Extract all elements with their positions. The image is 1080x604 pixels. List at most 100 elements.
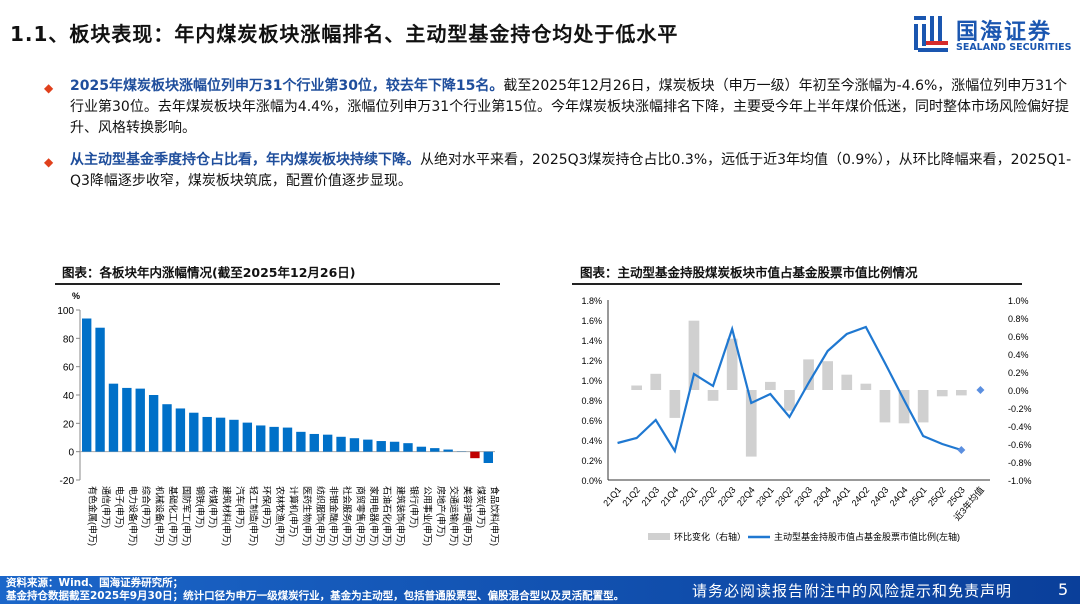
- x-tick-label: 基础化工(申万): [168, 486, 179, 546]
- y-right-tick-label: -1.0%: [1008, 476, 1032, 486]
- x-tick-label: 社会服务(申万): [342, 486, 353, 546]
- y-tick-label: 20: [63, 419, 75, 430]
- x-tick-label: 22Q3: [716, 485, 738, 508]
- x-tick-label: 电子(申万): [114, 486, 125, 528]
- y-tick-label: 40: [63, 391, 75, 402]
- bar: [784, 390, 795, 411]
- bullet-2: ◆ 从主动型基金季度持仓占比看，年内煤炭板块持续下降。从绝对水平来看，2025Q…: [44, 150, 1074, 192]
- y-left-tick-label: 1.0%: [581, 376, 602, 386]
- y-left-tick-label: 0.6%: [581, 416, 602, 426]
- bar: [189, 412, 199, 452]
- divider: [55, 283, 500, 285]
- x-tick-label: 24Q2: [850, 485, 872, 508]
- x-tick-label: 21Q2: [620, 485, 642, 508]
- bar: [148, 395, 159, 452]
- diamond-icon: ◆: [44, 81, 54, 95]
- bar: [309, 433, 319, 452]
- x-tick-label: 传媒(申万): [208, 486, 219, 528]
- bar: [956, 390, 967, 396]
- y-tick-label: -20: [60, 476, 75, 487]
- x-tick-label: 环保(申万): [262, 486, 273, 528]
- x-tick-label: 建筑材料(申万): [222, 486, 233, 546]
- x-tick-label: 22Q1: [678, 485, 700, 508]
- legend-line-label: 主动型基金持股市值占基金股票市值比例(左轴): [774, 531, 960, 542]
- sealand-logo-icon: [914, 16, 948, 52]
- bar: [336, 436, 346, 452]
- x-tick-label: 23Q1: [754, 485, 776, 508]
- x-tick-label: 建筑装饰(申万): [396, 486, 407, 546]
- y-right-tick-label: -0.6%: [1008, 440, 1032, 450]
- divider: [572, 283, 1022, 285]
- bar: [917, 390, 929, 423]
- y-right-tick-label: -0.4%: [1008, 422, 1032, 432]
- y-right-tick-label: -0.8%: [1008, 458, 1032, 468]
- x-tick-label: 农林牧渔(申万): [275, 486, 286, 546]
- x-tick-label: 交通运输(申万): [449, 486, 460, 546]
- bar: [745, 390, 757, 457]
- bar: [122, 387, 132, 452]
- y-right-tick-label: 0.4%: [1008, 350, 1029, 360]
- logo-en: SEALAND SECURITIES: [956, 42, 1072, 53]
- x-tick-label: 纺织服饰(申万): [315, 486, 326, 546]
- line-end-marker: [957, 446, 966, 454]
- x-tick-label: 23Q2: [773, 485, 795, 508]
- note-text: 基金持仓数据截至2025年9月30日；统计口径为申万一级煤炭行业，基金为主动型，…: [6, 590, 625, 602]
- y-left-tick-label: 0.2%: [581, 456, 602, 466]
- x-tick-label: 25Q2: [926, 485, 948, 508]
- bullet-text: 从绝对水平来看，2025Q3煤炭持仓占比0.3%，远低于近3年均值（0.9%），…: [70, 152, 1072, 189]
- bar: [282, 427, 293, 452]
- bullet-highlight: 2025年煤炭板块涨幅位列申万31个行业第30位，较去年下降15名。: [70, 78, 504, 94]
- bar: [82, 318, 92, 452]
- bar: [430, 448, 440, 452]
- x-tick-label: 轻工制造(申万): [248, 486, 259, 546]
- x-tick-label: 综合(申万): [141, 486, 152, 528]
- bar: [860, 383, 872, 390]
- x-tick-label: 24Q3: [869, 485, 891, 508]
- x-tick-label: 机械设备(申万): [155, 486, 166, 546]
- logo: 国海证券 SEALAND SECURITIES: [912, 14, 1072, 56]
- bar: [229, 419, 239, 452]
- y-tick-label: 80: [63, 334, 75, 345]
- logo-cn: 国海证券: [956, 20, 1053, 45]
- bullet-highlight: 从主动型基金季度持仓占比看，年内煤炭板块持续下降。: [70, 152, 420, 168]
- bar: [108, 383, 119, 452]
- y-unit: %: [72, 291, 80, 301]
- x-tick-label: 医药生物(申万): [302, 486, 313, 546]
- fund-holding-chart: 0.0% 0.2% 0.4% 0.6% 0.8% 1.0% 1.2% 1.4% 1.6% 1.8%…: [581, 296, 1032, 542]
- x-tick-label: 钢铁(申万): [195, 486, 206, 528]
- y-left-tick-label: 1.2%: [581, 356, 602, 366]
- bar: [483, 451, 493, 463]
- y-right-tick-label: 0.2%: [1008, 368, 1029, 378]
- footer: 资料来源：Wind、国海证券研究所； 基金持仓数据截至2025年9月30日；统计口…: [0, 576, 1080, 604]
- x-tick-label: 22Q4: [735, 485, 757, 508]
- y-left-tick-label: 1.4%: [581, 336, 602, 346]
- y-left-tick-label: 0.4%: [581, 436, 602, 446]
- bar: [443, 449, 453, 452]
- y-right-tick-label: 0.0%: [1008, 386, 1029, 396]
- legend-bar-label: 环比变化（右轴）: [674, 531, 746, 542]
- bullet-1: ◆ 2025年煤炭板块涨幅位列申万31个行业第30位，较去年下降15名。截至20…: [44, 76, 1074, 139]
- x-tick-label: 国防军工(申万): [181, 486, 192, 546]
- x-tick-label: 21Q4: [659, 485, 681, 508]
- disclaimer: 请务必阅读报告附注中的风险提示和免责声明: [692, 582, 1013, 600]
- bar: [269, 426, 279, 452]
- bar: [242, 422, 253, 452]
- chart1-title: 图表：各板块年内涨幅情况(截至2025年12月26日): [62, 265, 356, 280]
- bullet-text: 截至2025年12月26日，煤炭板块（申万一级）年初至今涨幅为-4.6%，涨幅位…: [70, 78, 1070, 136]
- x-tick-label: 24Q1: [830, 485, 852, 508]
- x-tick-label: 通信(申万): [101, 486, 112, 528]
- x-tick-label: 24Q4: [888, 485, 910, 508]
- x-tick-label: 21Q3: [639, 485, 661, 508]
- x-tick-label: 25Q1: [907, 485, 929, 508]
- x-tick-label: 银行(申万): [409, 486, 420, 528]
- bar: [765, 381, 776, 390]
- diamond-icon: ◆: [44, 155, 54, 169]
- x-tick-label: 美容护理(申万): [463, 486, 474, 546]
- bar: [296, 431, 306, 452]
- bar: [363, 439, 373, 452]
- bar: [936, 390, 948, 397]
- bar: [707, 390, 719, 401]
- x-tick-label: 非银金融(申万): [329, 486, 340, 546]
- y-right-tick-label: 0.6%: [1008, 332, 1029, 342]
- bar: [822, 361, 833, 390]
